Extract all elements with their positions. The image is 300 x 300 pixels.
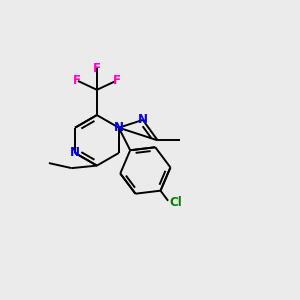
Text: F: F [73,74,80,88]
Text: F: F [113,74,121,88]
Text: N: N [70,146,80,160]
Text: N: N [114,121,124,134]
Text: Cl: Cl [169,196,182,209]
Text: F: F [93,62,101,75]
Text: N: N [138,113,148,126]
